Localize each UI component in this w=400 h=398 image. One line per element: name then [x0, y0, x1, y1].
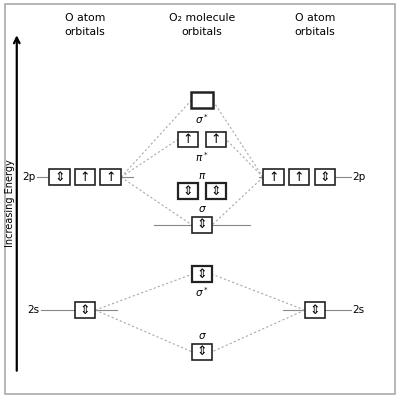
Text: $\sigma$: $\sigma$ [198, 205, 206, 215]
Text: ⇕: ⇕ [80, 304, 90, 316]
Bar [315, 169, 335, 185]
Text: 2s: 2s [353, 305, 365, 315]
Text: $\sigma$: $\sigma$ [198, 332, 206, 341]
Text: ⇕: ⇕ [197, 268, 207, 281]
Bar [75, 169, 95, 185]
Text: $\pi$: $\pi$ [198, 171, 206, 181]
Bar [305, 302, 325, 318]
Text: $\pi^*$: $\pi^*$ [195, 150, 209, 164]
Text: ⇕: ⇕ [310, 304, 320, 316]
Text: O₂ molecule
orbitals: O₂ molecule orbitals [169, 13, 235, 37]
Text: 2p: 2p [353, 172, 366, 182]
Bar [192, 266, 212, 282]
Text: ↑: ↑ [183, 133, 193, 146]
Text: ↑: ↑ [80, 171, 90, 184]
Text: ⇕: ⇕ [197, 218, 207, 231]
Text: 2p: 2p [22, 172, 36, 182]
Text: ⇕: ⇕ [320, 171, 330, 184]
Bar [178, 183, 198, 199]
Bar [289, 169, 310, 185]
Bar [49, 169, 70, 185]
Text: O atom
orbitals: O atom orbitals [295, 13, 335, 37]
Text: ⇕: ⇕ [183, 185, 193, 197]
Text: ↑: ↑ [211, 133, 221, 146]
Text: ⇕: ⇕ [197, 345, 207, 358]
Text: ↑: ↑ [294, 171, 304, 184]
Bar [206, 132, 226, 147]
Bar [263, 169, 284, 185]
Text: ⇕: ⇕ [54, 171, 64, 184]
Text: $\sigma^*$: $\sigma^*$ [195, 285, 209, 299]
Bar [75, 302, 95, 318]
Bar [192, 217, 212, 233]
Bar [206, 183, 226, 199]
Bar [192, 344, 212, 360]
Text: O atom
orbitals: O atom orbitals [65, 13, 105, 37]
Text: ⇕: ⇕ [211, 185, 221, 197]
Bar [191, 92, 213, 108]
Bar [178, 132, 198, 147]
Text: $\sigma^*$: $\sigma^*$ [195, 112, 209, 125]
Bar [100, 169, 121, 185]
Text: ↑: ↑ [106, 171, 116, 184]
Text: Increasing Energy: Increasing Energy [5, 159, 15, 247]
Text: 2s: 2s [27, 305, 39, 315]
Text: ↑: ↑ [268, 171, 279, 184]
